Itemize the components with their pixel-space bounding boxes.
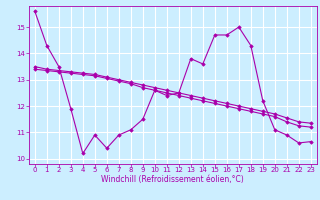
X-axis label: Windchill (Refroidissement éolien,°C): Windchill (Refroidissement éolien,°C) <box>101 175 244 184</box>
